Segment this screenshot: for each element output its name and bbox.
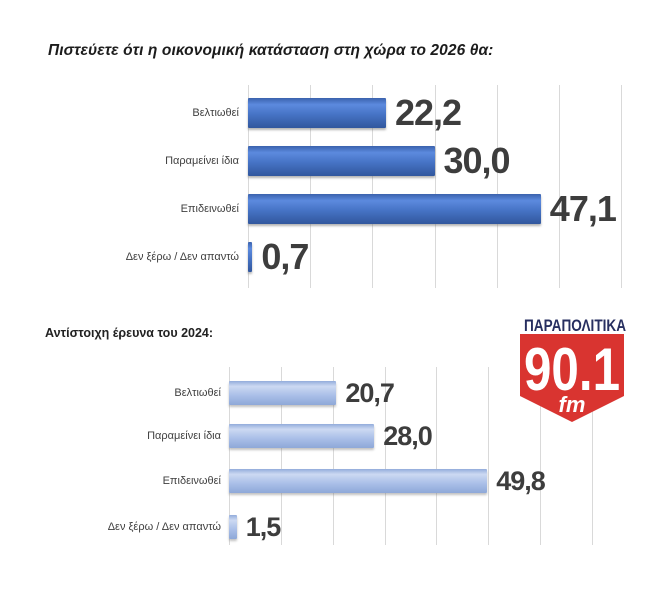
logo-brand-text: ΠΑΡΑΠΟΛΙΤΙΚΑ (524, 317, 626, 335)
gridline (332, 367, 334, 545)
value-label: 28,0 (383, 421, 433, 451)
category-label: Βελτιωθεί (174, 387, 221, 399)
bar (229, 515, 237, 539)
gridline (540, 367, 542, 545)
gridline (248, 85, 249, 288)
gridline (280, 367, 282, 545)
bar (248, 98, 386, 128)
previous-survey-label: Αντίστοιχη έρευνα του 2024: (45, 326, 214, 340)
logo-fm-text: fm (559, 392, 586, 417)
category-label: Δεν ξέρω / Δεν απαντώ (107, 521, 221, 533)
survey-question-title: Πιστεύετε ότι η οικονομική κατάσταση στη… (48, 42, 494, 59)
gridline (496, 85, 498, 288)
value-label: 47,1 (549, 188, 617, 229)
gridline (488, 367, 490, 545)
category-label: Δεν ξέρω / Δεν απαντώ (125, 251, 239, 263)
gridline (621, 85, 622, 288)
bar (248, 194, 541, 224)
value-label: 49,8 (496, 466, 546, 496)
bar (229, 381, 337, 405)
bar (229, 469, 488, 493)
gridline (434, 85, 436, 288)
value-label: 1,5 (245, 512, 282, 542)
value-label: 22,2 (395, 92, 462, 133)
gridline (372, 85, 374, 288)
gridline (310, 85, 312, 288)
logo-frequency-text: 90.1 (524, 336, 620, 403)
parapolitika-901fm-logo: ΠΑΡΑΠΟΛΙΤΙΚΑ 90.1 fm (520, 317, 626, 422)
category-label: Επιδεινωθεί (162, 475, 221, 487)
category-label: Παραμείνει ίδια (165, 155, 239, 167)
category-label: Επιδεινωθεί (180, 203, 239, 215)
bar (248, 242, 253, 272)
category-label: Βελτιωθεί (192, 107, 239, 119)
category-label: Παραμείνει ίδια (147, 430, 221, 442)
value-label: 0,7 (261, 236, 309, 277)
gridline (558, 85, 560, 288)
gridline (592, 367, 593, 545)
bar (229, 424, 375, 448)
logo-shield-shape (520, 334, 624, 422)
value-label: 20,7 (345, 378, 395, 408)
gridline (229, 367, 230, 545)
value-label: 30,0 (443, 140, 511, 181)
gridline (436, 367, 438, 545)
gridline (384, 367, 386, 545)
bar (248, 146, 435, 176)
